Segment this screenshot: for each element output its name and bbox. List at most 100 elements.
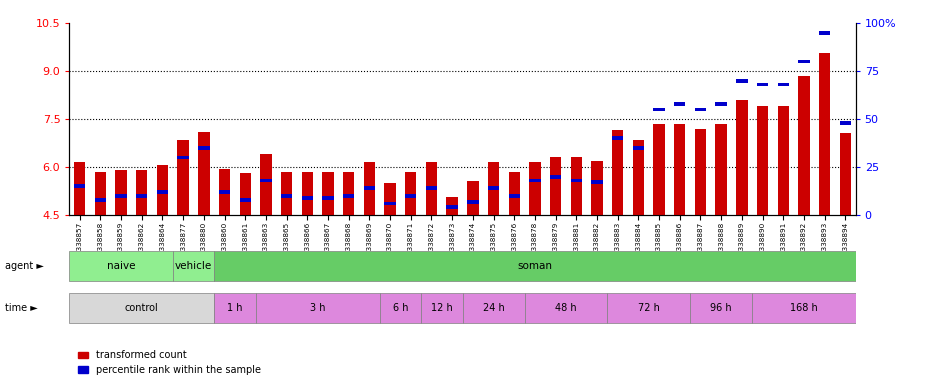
Bar [674,102,685,106]
Bar [255,293,380,323]
Bar [240,174,251,215]
Bar [462,293,524,323]
Bar [240,198,251,202]
Bar [715,124,727,215]
Bar [260,179,272,182]
Bar [94,198,106,202]
Text: 96 h: 96 h [710,303,732,313]
Bar [447,205,458,209]
Text: 24 h: 24 h [483,303,504,313]
Bar [524,293,608,323]
Bar [69,251,173,281]
Bar [690,293,752,323]
Bar [198,146,210,150]
Bar [633,146,644,150]
Text: 168 h: 168 h [790,303,818,313]
Bar [198,132,210,215]
Bar [653,108,665,111]
Bar [778,106,789,215]
Bar [550,157,561,215]
Bar [529,162,540,215]
Bar [322,196,334,200]
Bar [591,180,603,184]
Bar [487,186,500,190]
Bar [215,251,856,281]
Bar [281,172,292,215]
Bar [571,179,582,182]
Bar [447,197,458,215]
Bar [633,140,644,215]
Bar [116,194,127,198]
Bar [281,194,292,198]
Bar [302,172,313,215]
Bar [840,121,851,125]
Text: 3 h: 3 h [310,303,326,313]
Bar [385,202,396,205]
Bar [612,136,623,140]
Bar [757,83,768,86]
Bar [343,194,354,198]
Bar [219,169,230,215]
Text: 48 h: 48 h [555,303,577,313]
Text: vehicle: vehicle [175,261,212,271]
Bar [591,161,603,215]
Bar [426,186,438,190]
Bar [550,175,561,179]
Text: soman: soman [517,261,552,271]
Text: naive: naive [107,261,135,271]
Bar [322,172,334,215]
Bar [736,79,747,83]
Bar [778,83,789,86]
Bar [69,293,215,323]
Bar [421,293,462,323]
Bar [757,106,768,215]
Bar [380,293,421,323]
Bar [529,179,540,182]
Bar [173,251,215,281]
Text: agent ►: agent ► [5,261,43,271]
Bar [157,190,168,194]
Bar [798,60,809,63]
Bar [695,129,706,215]
Bar [136,170,147,215]
Text: control: control [125,303,159,313]
Bar [467,182,478,215]
Bar [74,184,85,188]
Bar [798,76,809,215]
Bar [364,162,375,215]
Bar [405,172,416,215]
Bar [215,293,255,323]
Text: 1 h: 1 h [228,303,242,313]
Bar [674,124,685,215]
Bar [819,53,831,215]
Bar [467,200,478,204]
Bar [74,162,85,215]
Bar [116,170,127,215]
Bar [819,31,831,35]
Bar [405,194,416,198]
Text: 12 h: 12 h [431,303,452,313]
Bar [302,196,313,200]
Bar [509,194,520,198]
Bar [178,156,189,159]
Bar [426,162,438,215]
Bar [157,166,168,215]
Legend: transformed count, percentile rank within the sample: transformed count, percentile rank withi… [74,346,265,379]
Bar [752,293,856,323]
Bar [509,172,520,215]
Text: 6 h: 6 h [393,303,408,313]
Bar [715,102,727,106]
Bar [608,293,690,323]
Bar [178,140,189,215]
Bar [840,134,851,215]
Bar [343,172,354,215]
Bar [571,157,582,215]
Bar [487,162,500,215]
Bar [260,154,272,215]
Bar [653,124,665,215]
Bar [219,190,230,194]
Text: 72 h: 72 h [637,303,660,313]
Text: time ►: time ► [5,303,37,313]
Bar [736,100,747,215]
Bar [695,108,706,111]
